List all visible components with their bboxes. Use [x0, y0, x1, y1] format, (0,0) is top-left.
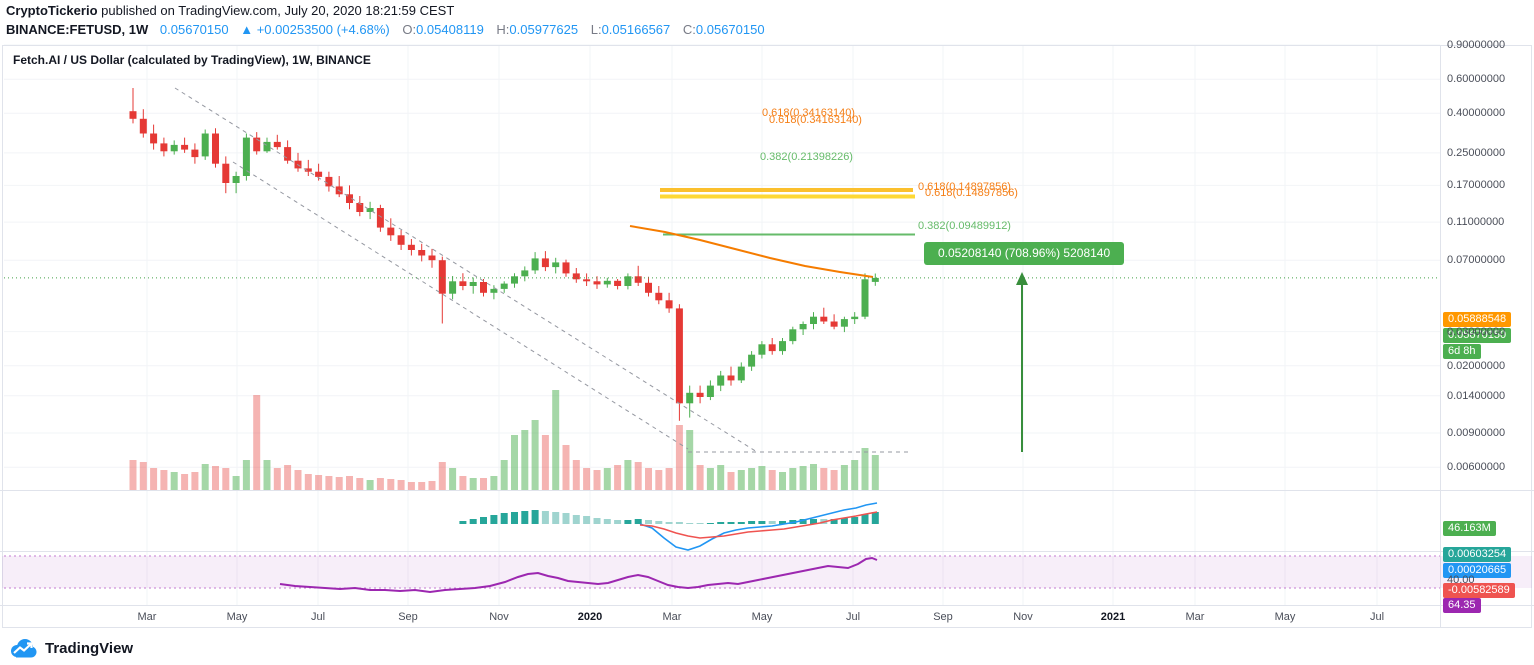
indicator-signal-badge: -0.00582589: [1443, 583, 1515, 598]
close-value: 0.05670150: [695, 22, 765, 37]
high-value: 0.05977625: [509, 22, 579, 37]
up-arrow-annotation[interactable]: [1016, 272, 1028, 452]
volume-badge: 46.163M: [1443, 521, 1496, 536]
fib-0618-lower-label-overlap: 0.618(0.14897856): [925, 187, 1018, 199]
time-axis-label: Sep: [933, 611, 953, 623]
time-axis-label: Nov: [489, 611, 509, 623]
change-up-arrow-icon: ▲: [240, 22, 254, 37]
high-label: H:: [496, 22, 510, 37]
time-axis-label: Jul: [845, 611, 861, 623]
price-axis[interactable]: 0.05888548 0.05670150 6d 8h 46.163M 0.00…: [1441, 39, 1534, 628]
ma-price-badge: 0.05888548: [1443, 312, 1512, 327]
fib-0618-lower-label: 0.618(0.14897856): [918, 181, 1011, 193]
close-label: C:: [682, 22, 696, 37]
price-tick-label: 0.03000000: [1447, 325, 1506, 338]
indicator-macd-badge: 0.00020665: [1443, 563, 1512, 578]
time-axis-label: Mar: [662, 611, 682, 623]
price-tick-label: 0.07000000: [1447, 254, 1506, 267]
tradingview-cloud-logo-icon[interactable]: [8, 636, 38, 660]
price-tick-label: 0.25000000: [1447, 146, 1506, 159]
time-axis-label: May: [1274, 611, 1296, 623]
time-axis-label: May: [226, 611, 248, 623]
publish-info-line: CryptoTickerio published on TradingView.…: [6, 3, 454, 18]
fib-0382-lower-label: 0.382(0.09489912): [918, 220, 1011, 232]
price-tick-label: 0.60000000: [1447, 73, 1506, 86]
footer-branding[interactable]: TradingView: [8, 634, 133, 662]
chart-legend-title: Fetch.AI / US Dollar (calculated by Trad…: [13, 53, 371, 67]
time-axis-label: Mar: [1185, 611, 1205, 623]
moving-average-line[interactable]: [629, 225, 874, 278]
price-range-label: 0.05208140 (708.96%) 5208140: [924, 242, 1125, 265]
time-axis-label: Nov: [1013, 611, 1033, 623]
symbol-title: BINANCE:FETUSD, 1W: [6, 22, 149, 37]
tradingview-wordmark[interactable]: TradingView: [45, 639, 134, 657]
time-axis-label: May: [751, 611, 773, 623]
trendlines[interactable]: [174, 87, 908, 453]
fib-0382-upper-label: 0.382(0.21398226): [760, 151, 853, 163]
rsi-line: [279, 556, 878, 594]
open-label: O:: [402, 22, 417, 37]
price-tick-label: 0.02000000: [1447, 359, 1506, 372]
time-axis-label: Mar: [137, 611, 157, 623]
time-axis-label: 2020: [577, 611, 603, 623]
candlestick-series: [129, 88, 879, 421]
low-value: 0.05166567: [601, 22, 671, 37]
rsi-panel: [2, 555, 1532, 594]
publisher-name: CryptoTickerio: [6, 3, 98, 18]
symbol-ohlc-line: BINANCE:FETUSD, 1W 0.05670150 ▲ +0.00253…: [6, 22, 765, 37]
bar-countdown-badge: 6d 8h: [1443, 344, 1481, 359]
rsi-level-label: 40.00: [1447, 574, 1475, 586]
time-axis-label: Sep: [398, 611, 418, 623]
fib-retracement-lines[interactable]: [660, 188, 915, 236]
time-axis[interactable]: Mar May Jul Sep Nov 2020 Mar May Jul Sep Nov 2021 Ma…: [0, 605, 1440, 629]
price-change-value: +0.00253500 (+4.68%): [256, 22, 390, 37]
price-tick-label: 0.40000000: [1447, 107, 1506, 120]
price-tick-label: 0.11000000: [1447, 216, 1505, 229]
price-tick-label: 0.00600000: [1447, 461, 1506, 474]
publish-text: published on TradingView.com, July 20, 2…: [97, 3, 455, 18]
pane-separators: [0, 45, 1534, 628]
time-axis-label: Jul: [1369, 611, 1385, 623]
indicator-hist-badge: 0.00603254: [1443, 547, 1512, 562]
price-tick-label: 0.00900000: [1447, 427, 1506, 439]
volume-series: [129, 390, 879, 490]
time-axis-label: Jul: [310, 611, 326, 623]
fib-0618-upper-label: 0.618(0.34163140): [762, 107, 855, 119]
rsi-value-badge: 64.35: [1443, 598, 1481, 613]
time-axis-label: 2021: [1100, 611, 1126, 623]
last-price-badge: 0.05670150: [1443, 328, 1512, 343]
price-tick-label: 0.17000000: [1447, 179, 1506, 192]
grid: [4, 44, 1440, 605]
fib-0618-upper-label-overlap: 0.618(0.34163140): [769, 114, 862, 126]
price-tick-label: 0.01400000: [1447, 389, 1506, 402]
low-label: L:: [590, 22, 602, 37]
price-tick-label: 0.90000000: [1447, 39, 1506, 51]
signal-line: [639, 511, 878, 539]
open-value: 0.05408119: [416, 22, 484, 37]
last-price-value: 0.05670150: [159, 22, 229, 37]
macd-line: [639, 502, 878, 551]
